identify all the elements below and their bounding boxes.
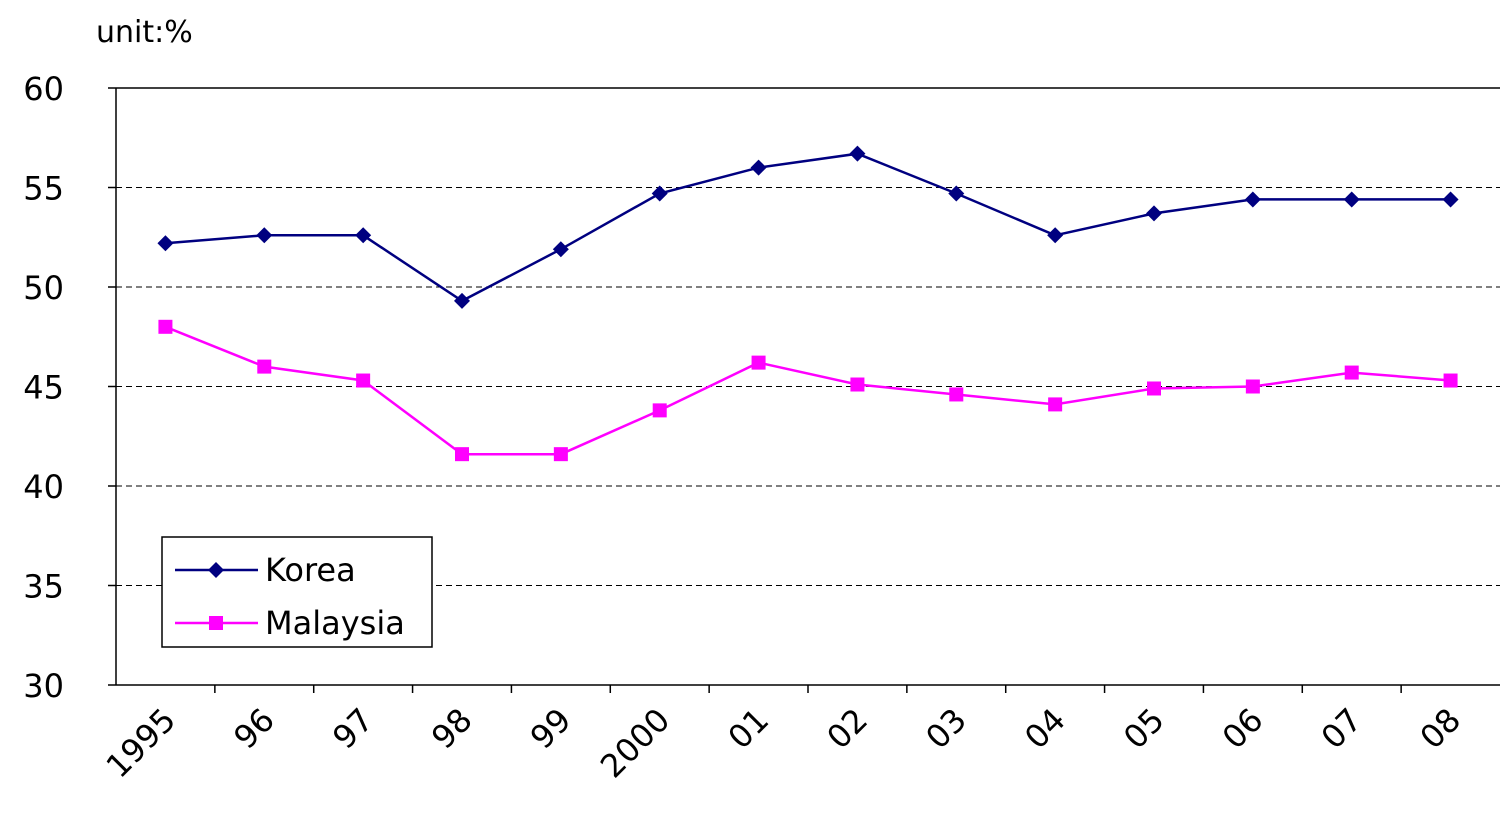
x-tick-label-97: 97 (325, 701, 381, 757)
x-tick-label-01: 01 (721, 701, 777, 757)
series-malaysia (158, 319, 1458, 462)
y-tick-label-60: 60 (23, 70, 64, 108)
x-tick-label-04: 04 (1017, 701, 1073, 757)
point-malaysia-2000 (652, 403, 667, 418)
y-tick-label-45: 45 (23, 369, 64, 407)
axes (108, 87, 1500, 693)
y-tick-labels: 30 35 40 45 50 55 60 (23, 70, 64, 705)
legend-marker-malaysia (209, 616, 223, 630)
unit-label: unit:% (96, 15, 193, 50)
y-tick-label-35: 35 (23, 568, 64, 606)
point-korea-08 (1442, 191, 1459, 208)
series-korea (157, 145, 1459, 309)
point-korea-01 (750, 159, 767, 176)
point-malaysia-97 (356, 373, 371, 388)
point-malaysia-02 (850, 377, 865, 392)
point-korea-97 (355, 227, 372, 244)
x-tick-label-99: 99 (523, 701, 579, 757)
point-korea-1995 (157, 235, 174, 252)
point-malaysia-03 (949, 387, 964, 402)
point-korea-99 (552, 241, 569, 258)
point-malaysia-06 (1245, 379, 1260, 394)
y-tick-label-30: 30 (23, 667, 64, 705)
x-tick-label-03: 03 (918, 701, 974, 757)
legend-marker-korea (208, 562, 224, 578)
x-tick-label-2000: 2000 (593, 701, 677, 785)
x-tick-label-1995: 1995 (99, 701, 183, 785)
legend: Korea Malaysia (161, 536, 433, 648)
point-korea-98 (454, 292, 470, 309)
point-malaysia-08 (1443, 373, 1458, 388)
point-malaysia-98 (455, 447, 469, 462)
x-tick-label-08: 08 (1413, 701, 1469, 757)
point-malaysia-96 (257, 359, 272, 374)
point-korea-2000 (651, 185, 668, 202)
point-malaysia-04 (1048, 397, 1063, 412)
point-korea-02 (849, 145, 866, 162)
series-line-malaysia (164, 325, 1451, 456)
y-tick-label-40: 40 (23, 468, 64, 506)
point-korea-03 (948, 185, 965, 202)
legend-label-malaysia: Malaysia (265, 604, 405, 642)
x-tick-label-02: 02 (819, 701, 875, 757)
x-tick-labels: 1995 96 97 98 99 2000 01 02 03 04 05 06 07 08 (99, 701, 1469, 785)
x-tick-label-05: 05 (1116, 701, 1172, 757)
point-korea-05 (1146, 205, 1162, 222)
gridlines (116, 87, 1500, 586)
legend-box (161, 536, 433, 648)
point-korea-04 (1047, 227, 1064, 244)
x-tick-label-06: 06 (1215, 701, 1271, 757)
point-korea-06 (1244, 191, 1261, 208)
point-korea-96 (256, 227, 273, 244)
x-tick-label-96: 96 (226, 701, 282, 757)
y-tick-label-55: 55 (23, 170, 64, 208)
point-malaysia-07 (1344, 365, 1359, 380)
y-tick-label-50: 50 (23, 269, 64, 307)
point-malaysia-1995 (158, 319, 173, 334)
point-malaysia-05 (1147, 381, 1161, 396)
point-malaysia-99 (553, 447, 568, 462)
series-group (157, 145, 1459, 462)
x-tick-label-07: 07 (1314, 701, 1370, 757)
point-malaysia-01 (751, 355, 766, 370)
point-korea-07 (1343, 191, 1360, 208)
x-tick-label-98: 98 (424, 701, 480, 757)
legend-label-korea: Korea (265, 551, 356, 589)
series-line-korea (165, 152, 1451, 303)
